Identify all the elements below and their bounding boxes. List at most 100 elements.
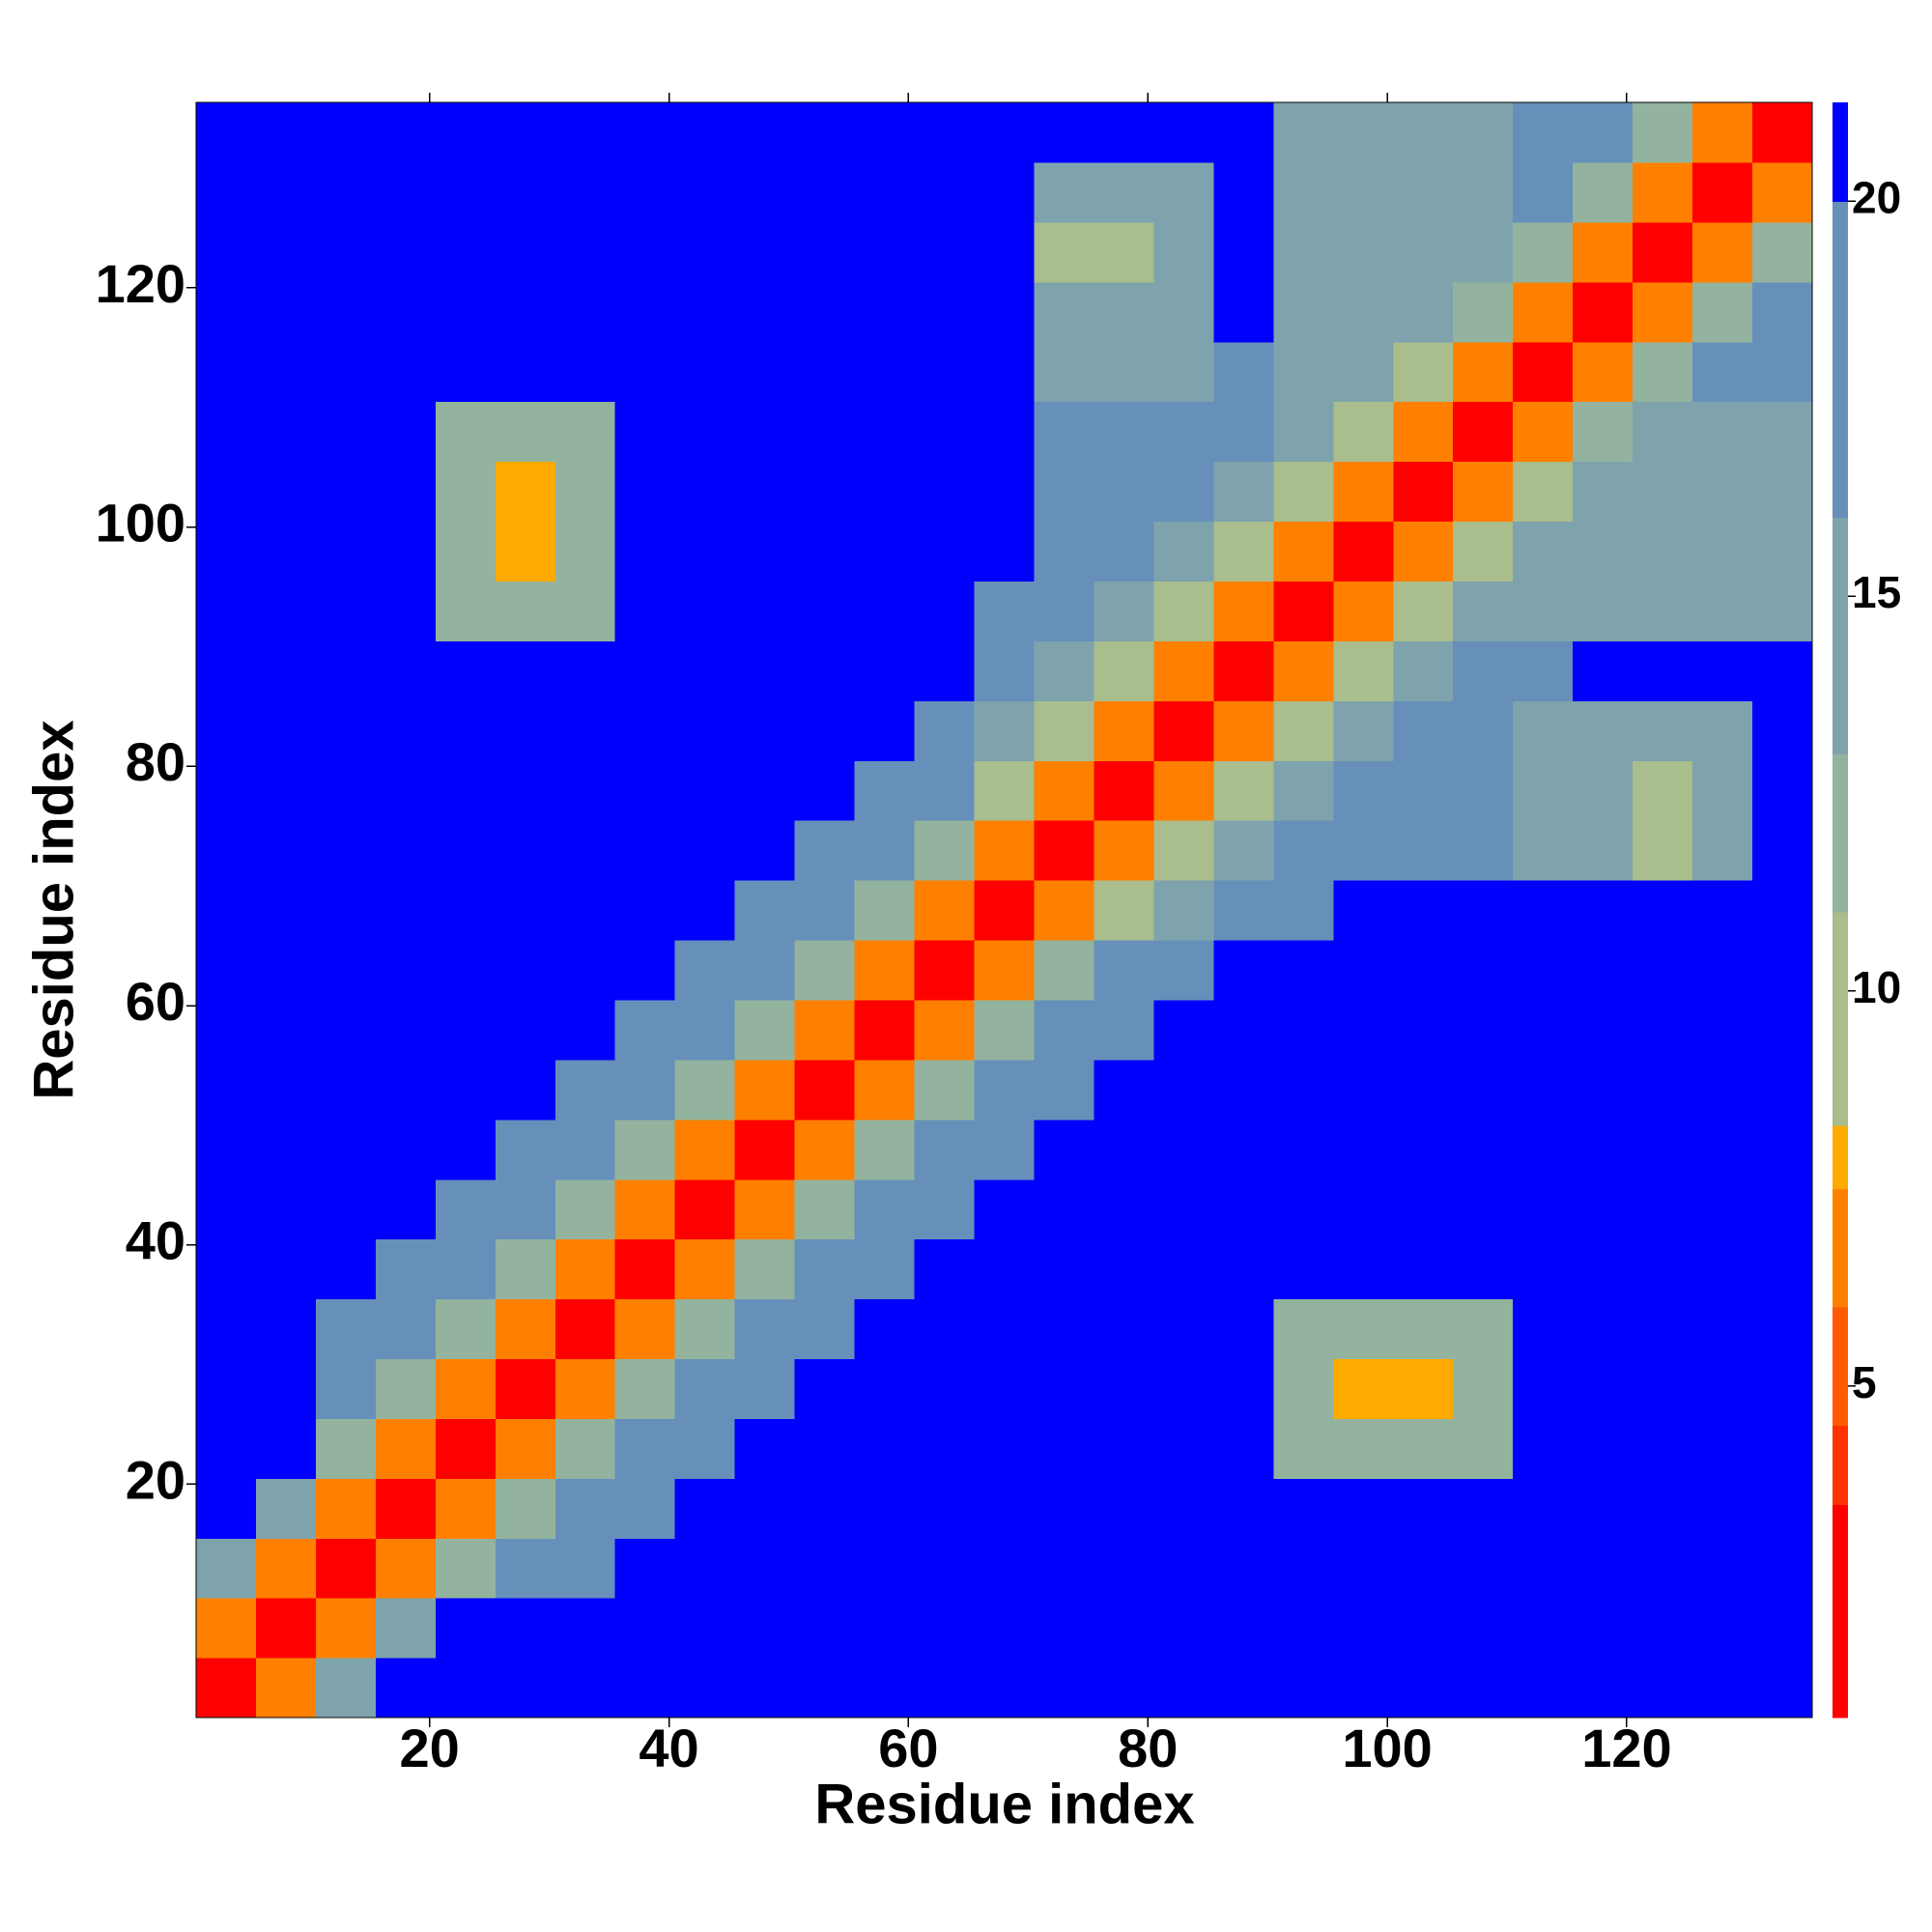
heatmap-cell [255,221,317,283]
heatmap-cell [1153,760,1214,821]
heatmap-cell [734,820,796,881]
heatmap-cell [1752,341,1813,403]
heatmap-cell [196,461,257,523]
heatmap-cell [1752,1658,1813,1719]
heatmap-cell [914,1418,976,1479]
heatmap-cell [1333,1119,1394,1180]
heatmap-cell [1633,1358,1693,1419]
heatmap-cell [1573,1298,1634,1360]
heatmap-cell [674,1179,736,1240]
heatmap-cell [1333,939,1394,1001]
heatmap-cell [1333,581,1394,641]
heatmap-cell [1094,281,1155,343]
heatmap-cell [255,161,317,223]
heatmap-cell [495,1119,556,1180]
heatmap-cell [196,281,257,343]
heatmap-cell [1393,1298,1454,1360]
heatmap-cell [1094,461,1155,523]
heatmap-cell [674,1538,736,1599]
heatmap-cell [1692,1478,1753,1539]
heatmap-cell [255,281,317,343]
heatmap-cell [315,820,377,881]
heatmap-cell [1034,581,1095,641]
heatmap-cell [1213,581,1274,641]
heatmap-cell [1633,820,1693,881]
heatmap-cell [974,1538,1036,1599]
heatmap-cell [854,281,916,343]
heatmap-cell [255,640,317,701]
heatmap-cell [674,1658,736,1719]
heatmap-cell [1513,760,1574,821]
heatmap-cell [1153,1538,1214,1599]
heatmap-cell [854,1358,916,1419]
heatmap-cell [554,640,616,701]
heatmap-cell [435,102,497,163]
heatmap-cell [914,161,976,223]
heatmap-cell [1453,1179,1514,1240]
heatmap-cell [734,341,796,403]
heatmap-cell [1513,1298,1574,1360]
heatmap-cell [375,341,437,403]
heatmap-cell [1034,1298,1095,1360]
heatmap-cell [1213,1179,1274,1240]
heatmap-cell [1273,999,1334,1061]
heatmap-cell [854,521,916,582]
heatmap-cell [196,1179,257,1240]
heatmap-cell [1034,461,1095,523]
heatmap-cell [1752,401,1813,463]
colorbar-segment [1833,102,1848,202]
heatmap-cell [1633,521,1693,582]
heatmap-cell [734,521,796,582]
heatmap-cell [674,161,736,223]
heatmap-cell [315,1538,377,1599]
heatmap-cell [1094,1059,1155,1121]
heatmap-cell [1453,1298,1514,1360]
heatmap-cell [315,1418,377,1479]
heatmap-cell [614,281,676,343]
heatmap-cell [794,1179,856,1240]
heatmap-cell [1752,1298,1813,1360]
heatmap-cell [734,880,796,941]
heatmap-cell [854,401,916,463]
heatmap-cell [1213,700,1274,761]
heatmap-cell [375,401,437,463]
heatmap-cell [1453,161,1514,223]
heatmap-cell [614,1658,676,1719]
heatmap-cell [614,1119,676,1180]
heatmap-cell [1213,880,1274,941]
heatmap-cell [974,700,1036,761]
heatmap-cell [1513,1418,1574,1479]
heatmap-cell [435,1598,497,1659]
heatmap-cell [1573,760,1634,821]
heatmap-cell [974,281,1036,343]
heatmap-cell [1393,1059,1454,1121]
heatmap-cell [495,1298,556,1360]
heatmap-cell [554,521,616,582]
heatmap-cell [1393,1658,1454,1719]
heatmap-cell [974,640,1036,701]
heatmap-cell [1333,401,1394,463]
heatmap-cell [1692,521,1753,582]
heatmap-cell [1393,700,1454,761]
heatmap-cell [1573,341,1634,403]
heatmap-cell [1633,640,1693,701]
heatmap-cell [1333,640,1394,701]
heatmap-cell [1333,700,1394,761]
heatmap-cell [1692,1059,1753,1121]
heatmap-cell [794,341,856,403]
y-tick-label: 100 [96,492,185,553]
heatmap-cell [734,939,796,1001]
heatmap-cell [1393,221,1454,283]
heatmap-cell [1393,820,1454,881]
heatmap-cell [794,1358,856,1419]
heatmap-cell [1752,640,1813,701]
heatmap-cell [1213,1119,1274,1180]
colorbar-segment [1833,1504,1848,1719]
heatmap-cell [315,999,377,1061]
heatmap-cell [1453,521,1514,582]
x-tick-label: 80 [1118,1718,1178,1778]
heatmap-cell [1573,221,1634,283]
heatmap-cell [674,1298,736,1360]
heatmap-cell [315,1179,377,1240]
heatmap-cell [1094,1179,1155,1240]
